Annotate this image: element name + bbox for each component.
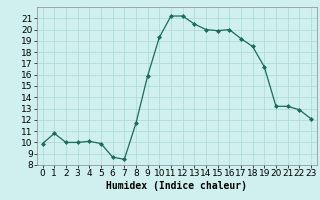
X-axis label: Humidex (Indice chaleur): Humidex (Indice chaleur)	[106, 181, 247, 191]
